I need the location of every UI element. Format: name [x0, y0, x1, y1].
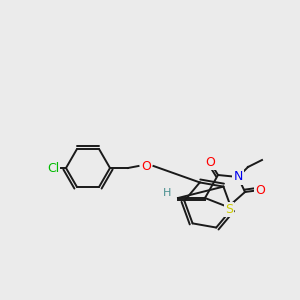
Text: N: N [233, 170, 243, 184]
Text: S: S [225, 203, 233, 216]
Text: H: H [163, 188, 171, 198]
Text: O: O [255, 184, 265, 196]
Text: O: O [205, 155, 215, 169]
Text: Cl: Cl [47, 161, 59, 175]
Text: O: O [141, 160, 151, 172]
